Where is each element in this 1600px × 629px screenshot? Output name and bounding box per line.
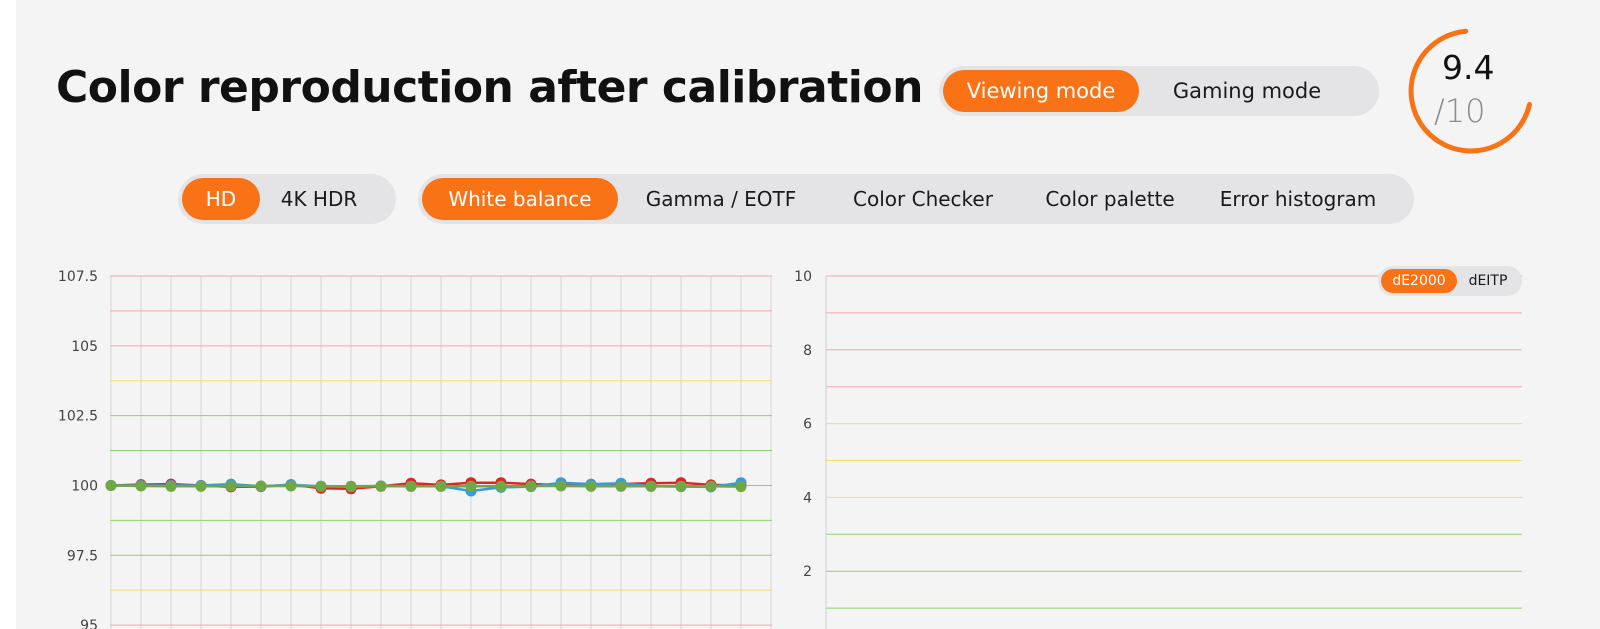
- tab-hd[interactable]: HD: [182, 178, 260, 220]
- wb-data-point: [705, 480, 717, 492]
- wb-ytick-label: 102.5: [58, 409, 98, 425]
- score-max: /10: [1434, 92, 1486, 130]
- wb-ytick-label: 95: [80, 618, 98, 629]
- wb-data-point: [405, 480, 417, 492]
- mode-switch: Viewing mode Gaming mode: [939, 66, 1379, 116]
- wb-data-point: [315, 480, 327, 492]
- wb-data-point: [645, 480, 657, 492]
- wb-data-point: [345, 480, 357, 492]
- tab-error-histogram[interactable]: Error histogram: [1219, 187, 1377, 211]
- wb-ytick-label: 100: [71, 478, 98, 494]
- de-ytick-label: 8: [803, 343, 812, 359]
- wb-data-point: [165, 480, 177, 492]
- wb-data-point: [195, 480, 207, 492]
- report-panel: Color reproduction after calibration Vie…: [16, 0, 1600, 629]
- wb-data-point: [285, 480, 297, 492]
- wb-data-point: [375, 480, 387, 492]
- page-title: Color reproduction after calibration: [56, 62, 923, 113]
- wb-data-point: [585, 480, 597, 492]
- wb-data-point: [495, 480, 507, 492]
- white-balance-chart: 95 97.5 100 102.5 105 107.5: [58, 269, 772, 629]
- de-ytick-label: 2: [803, 564, 812, 580]
- wb-data-point: [435, 480, 447, 492]
- wb-ytick-label: 107.5: [58, 269, 98, 285]
- tab-viewing-mode[interactable]: Viewing mode: [943, 70, 1139, 112]
- wb-data-point: [555, 480, 567, 492]
- wb-data-point: [465, 480, 477, 492]
- tab-gaming-mode[interactable]: Gaming mode: [1172, 79, 1322, 103]
- wb-data-point: [615, 480, 627, 492]
- charts-canvas: 95 97.5 100 102.5 105 107.5 2 4 6 8 10: [58, 269, 1522, 629]
- de-ytick-label: 4: [803, 490, 812, 506]
- wb-data-point: [105, 480, 117, 491]
- metric-switch: dE2000 dEITP: [1378, 266, 1522, 296]
- wb-series-line: [110, 484, 742, 488]
- tab-de2000[interactable]: dE2000: [1381, 269, 1457, 293]
- score-ring: [1408, 28, 1532, 154]
- score-arc: [1408, 28, 1532, 154]
- tab-deitp[interactable]: dEITP: [1468, 273, 1508, 289]
- score-gauge: 9.4 /10: [1406, 26, 1536, 156]
- tab-gamma-eotf[interactable]: Gamma / EOTF: [645, 187, 797, 211]
- wb-data-point: [525, 480, 537, 492]
- delta-e-chart: 2 4 6 8 10: [794, 269, 1522, 629]
- tab-white-balance[interactable]: White balance: [422, 178, 618, 220]
- wb-data-point: [735, 481, 747, 493]
- wb-data-point: [225, 480, 237, 492]
- wb-ytick-label: 105: [71, 339, 98, 355]
- view-tabs: White balance Gamma / EOTF Color Checker…: [418, 174, 1414, 224]
- de-ytick-label: 10: [794, 269, 812, 285]
- wb-ytick-label: 97.5: [67, 548, 98, 564]
- resolution-switch: HD 4K HDR: [178, 174, 396, 224]
- tab-4k-hdr[interactable]: 4K HDR: [280, 187, 358, 211]
- tab-color-palette[interactable]: Color palette: [1045, 187, 1175, 211]
- score-value: 9.4: [1442, 48, 1495, 87]
- wb-data-point: [255, 480, 267, 492]
- wb-data-point: [135, 480, 147, 492]
- tab-color-checker[interactable]: Color Checker: [853, 187, 993, 211]
- de-ytick-label: 6: [803, 417, 812, 433]
- wb-data-point: [675, 480, 687, 492]
